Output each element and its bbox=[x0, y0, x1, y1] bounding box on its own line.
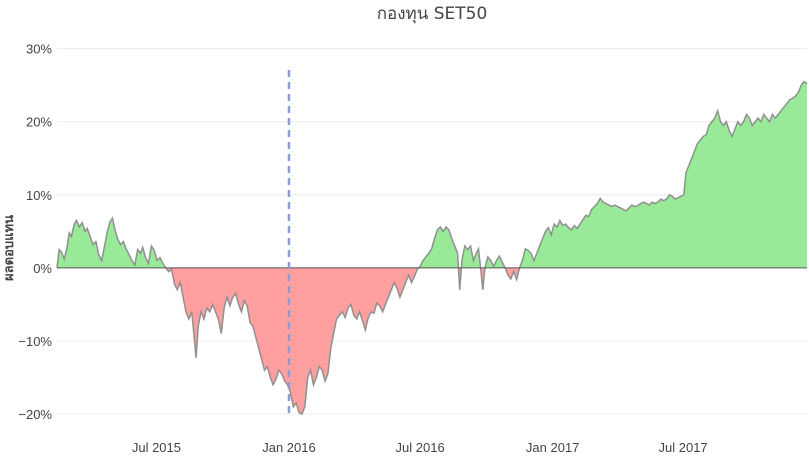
x-tick-label: Jan 2017 bbox=[526, 440, 580, 455]
plot-area bbox=[56, 70, 808, 418]
y-tick-labels: 30% 20% 10% 0% −10% −20% bbox=[18, 42, 52, 422]
y-tick-label: 20% bbox=[26, 115, 52, 130]
positive-return-area bbox=[57, 81, 807, 268]
x-tick-labels: Jul 2015 Jan 2016 Jul 2016 Jan 2017 Jul 2017 bbox=[132, 440, 708, 455]
chart-title: กองทุน SET50 bbox=[377, 4, 488, 24]
y-tick-label: 10% bbox=[26, 188, 52, 203]
x-tick-label: Jan 2016 bbox=[262, 440, 316, 455]
y-axis-label: ผลตอบแทน bbox=[2, 215, 17, 281]
y-tick-label: 0% bbox=[33, 261, 52, 276]
y-tick-label: −20% bbox=[18, 407, 52, 422]
return-line bbox=[56, 80, 808, 416]
y-tick-label: 30% bbox=[26, 42, 52, 57]
x-tick-label: Jul 2016 bbox=[396, 440, 445, 455]
negative-return-area bbox=[165, 267, 520, 415]
x-tick-label: Jul 2015 bbox=[132, 440, 181, 455]
x-tick-label: Jul 2017 bbox=[659, 440, 708, 455]
y-tick-label: −10% bbox=[18, 334, 52, 349]
